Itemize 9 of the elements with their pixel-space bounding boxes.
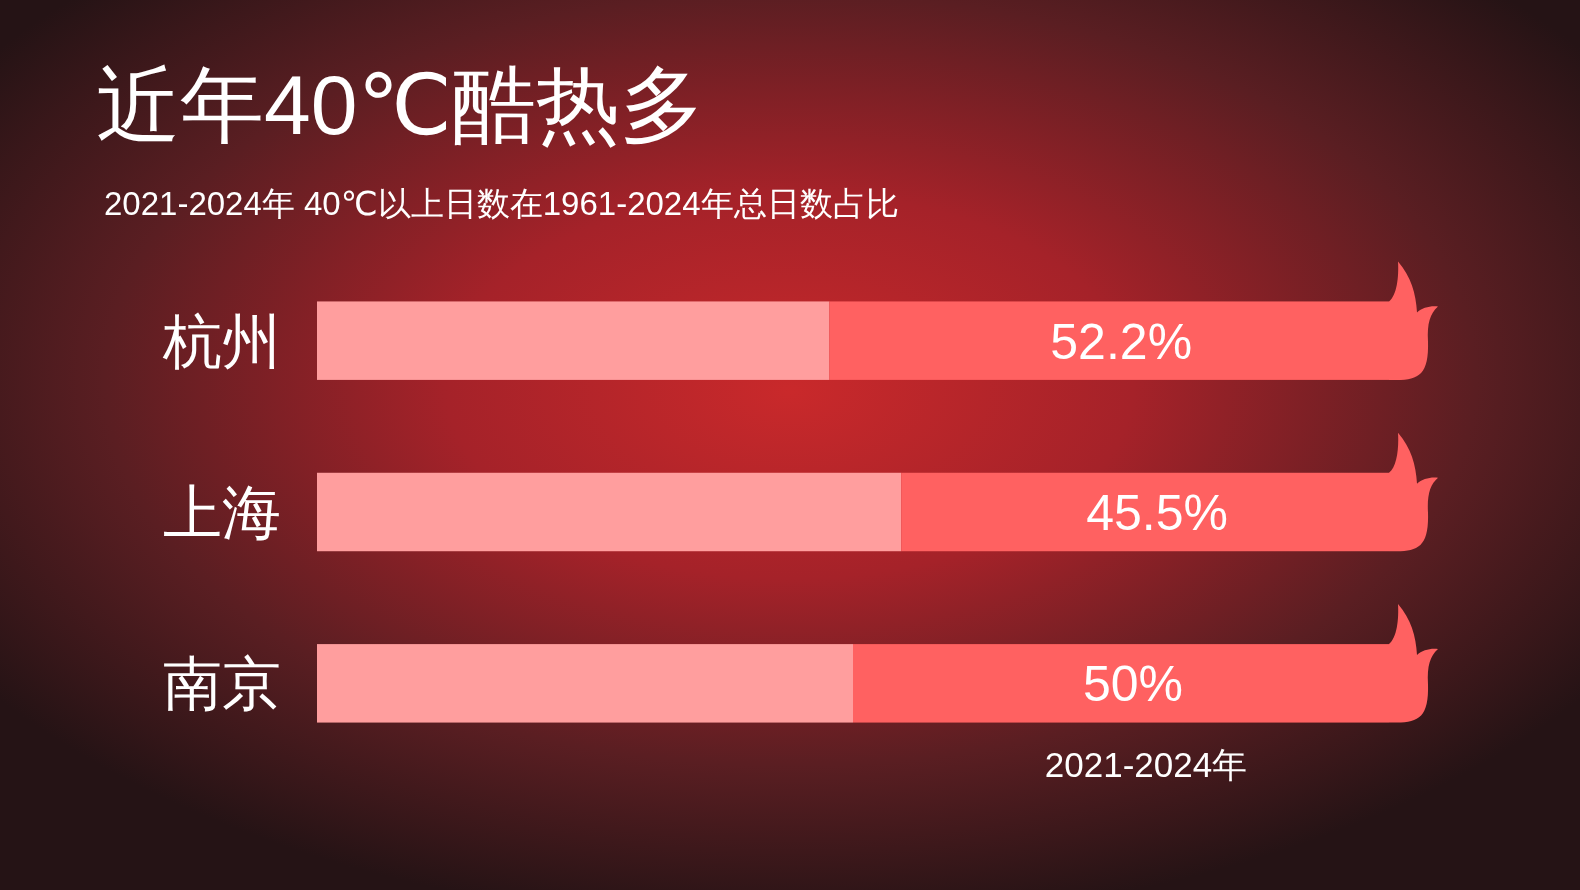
y-tick-label: 上海	[163, 480, 281, 546]
data-label: 52.2%	[1050, 313, 1193, 370]
y-tick-label: 南京	[163, 651, 281, 718]
series-label: 2021-2024年	[1044, 744, 1248, 784]
data-label: 50%	[1082, 656, 1184, 713]
chart-subtitle: 2021-2024年 40℃以上日数在1961-2024年总日数占比	[104, 185, 899, 222]
data-label: 45.5%	[1086, 485, 1229, 541]
y-tick-label: 杭州	[162, 308, 281, 375]
chart-title: 近年40℃酷热多	[96, 58, 704, 152]
